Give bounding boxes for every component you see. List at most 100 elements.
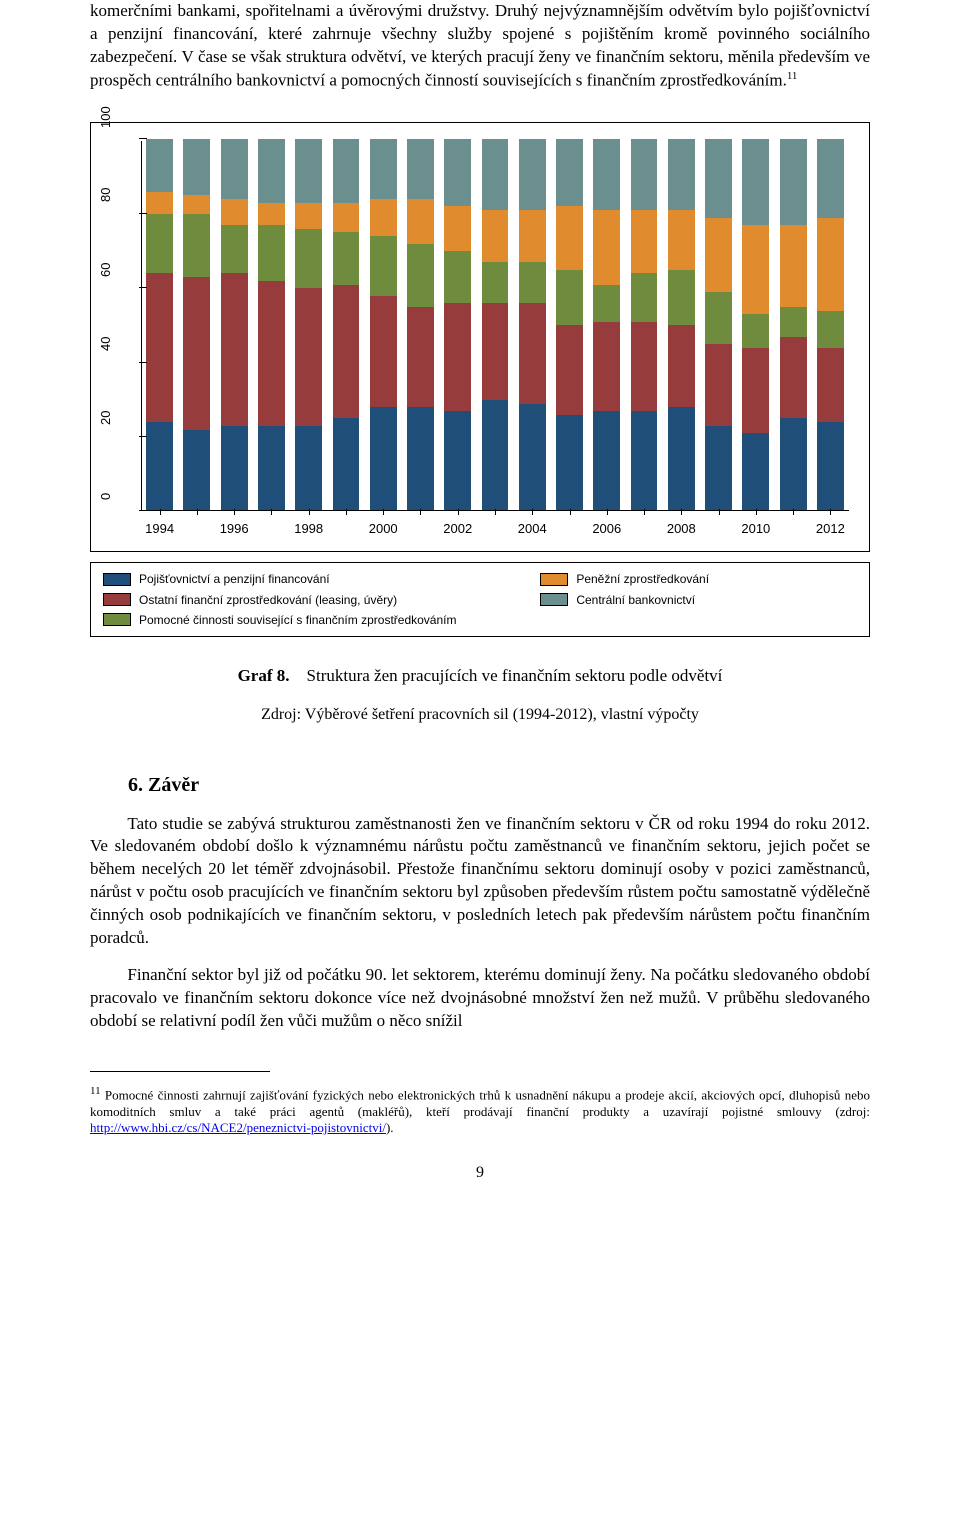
bar-seg-s3 [556,270,583,326]
bar-seg-s4 [556,206,583,269]
bar-seg-s3 [705,292,732,344]
x-tick-label: 1998 [294,520,323,538]
bar-seg-s3 [593,285,620,322]
x-tick [644,509,645,515]
bar-seg-s5 [668,139,695,210]
x-tick-label: 2008 [667,520,696,538]
page-number: 9 [90,1162,870,1184]
bar-seg-s4 [444,206,471,251]
x-tick [756,509,757,515]
legend-item-s2: Ostatní finanční zprostředkování (leasin… [103,592,540,608]
bar-2008 [668,141,695,511]
caption-title: Struktura žen pracujících ve finančním s… [307,666,723,685]
bar-seg-s1 [221,426,248,512]
bar-seg-s2 [482,303,509,400]
bar-1996 [221,141,248,511]
bar-seg-s3 [780,307,807,337]
y-tick-label: 60 [97,262,115,276]
y-tick [139,213,147,214]
bar-seg-s4 [817,218,844,311]
x-tick-label: 2004 [518,520,547,538]
bar-seg-s4 [482,210,509,262]
bar-seg-s3 [295,229,322,289]
chart-container: 020406080100 199419961998200020022004200… [90,122,870,637]
bar-seg-s5 [482,139,509,210]
bar-seg-s2 [780,337,807,419]
x-tick [570,509,571,515]
bar-seg-s1 [780,418,807,511]
bar-seg-s3 [668,270,695,326]
bar-seg-s1 [556,415,583,512]
bar-seg-s5 [295,139,322,202]
caption-label: Graf 8. [238,666,290,685]
legend-swatch [540,573,568,586]
x-tick-label: 1994 [145,520,174,538]
bar-seg-s5 [444,139,471,206]
bar-seg-s5 [556,139,583,206]
chart-legend: Pojišťovnictví a penzijní financováníOst… [90,562,870,637]
bar-seg-s2 [258,281,285,426]
bar-seg-s3 [370,236,397,296]
footnote-text-b: ). [386,1120,394,1135]
bar-seg-s2 [333,285,360,419]
footnote-separator [90,1071,270,1072]
x-tick [830,509,831,515]
footnote-link[interactable]: http://www.hbi.cz/cs/NACE2/peneznictvi-p… [90,1120,386,1135]
y-tick [139,436,147,437]
bar-1995 [183,141,210,511]
bar-seg-s4 [370,199,397,236]
bar-seg-s3 [742,314,769,347]
x-tick-label: 2000 [369,520,398,538]
bar-seg-s5 [742,139,769,225]
x-tick [793,509,794,515]
bar-2006 [593,141,620,511]
bar-seg-s3 [333,232,360,284]
bar-seg-s4 [221,199,248,225]
x-tick-label: 2010 [741,520,770,538]
bar-seg-s3 [258,225,285,281]
x-tick [346,509,347,515]
x-tick [309,509,310,515]
bar-seg-s3 [146,214,173,274]
bar-2009 [705,141,732,511]
intro-paragraph: komerčními bankami, spořitelnami a úvěro… [90,0,870,92]
bar-2004 [519,141,546,511]
bar-seg-s4 [183,195,210,214]
bar-2003 [482,141,509,511]
bar-seg-s5 [370,139,397,199]
bar-seg-s4 [333,203,360,233]
bar-seg-s5 [221,139,248,199]
bar-seg-s2 [221,273,248,426]
body-paragraph-1: Tato studie se zabývá strukturou zaměstn… [90,813,870,951]
legend-label: Peněžní zprostředkování [576,571,709,587]
bar-seg-s3 [444,251,471,303]
legend-item-s4: Peněžní zprostředkování [540,571,857,587]
bar-seg-s2 [183,277,210,430]
bar-seg-s1 [183,430,210,512]
caption-source: Zdroj: Výběrové šetření pracovních sil (… [90,704,870,726]
x-tick [607,509,608,515]
x-tick [271,509,272,515]
bar-seg-s1 [817,422,844,511]
bar-1994 [146,141,173,511]
bar-seg-s1 [593,411,620,511]
bar-seg-s5 [333,139,360,202]
y-tick [139,510,147,511]
bar-seg-s1 [295,426,322,512]
bar-seg-s3 [817,311,844,348]
bar-seg-s3 [519,262,546,303]
bar-seg-s2 [146,273,173,422]
x-tick-label: 2002 [443,520,472,538]
bar-2005 [556,141,583,511]
bar-seg-s2 [407,307,434,407]
footnote-text-a: Pomocné činnosti zahrnují zajišťování fy… [90,1087,870,1118]
legend-label: Centrální bankovnictví [576,592,695,608]
x-tick-label: 2012 [816,520,845,538]
bar-2011 [780,141,807,511]
bar-seg-s1 [258,426,285,512]
y-tick-label: 100 [97,106,115,128]
y-axis-line [141,141,142,511]
bar-seg-s2 [742,348,769,434]
legend-swatch [103,573,131,586]
bar-seg-s5 [593,139,620,210]
